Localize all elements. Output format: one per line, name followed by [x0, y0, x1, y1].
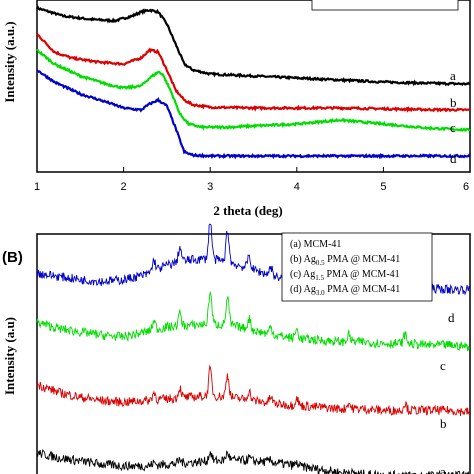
panel-b-legend-entry: (c) Ag1.5 PMA @ MCM-41	[290, 269, 400, 282]
panel-b-y-axis-label: Intensity (a.u)	[2, 317, 17, 395]
panel-a-x-axis-label: 2 theta (deg)	[213, 203, 282, 218]
panel-b-legend-entry: (b) Ag0.5 PMA @ MCM-41	[290, 254, 400, 267]
panel-a-x-tick-label: 6	[463, 181, 469, 193]
panel-a-x-tick-label: 4	[294, 181, 300, 193]
panel-a-x-tick-label: 1	[34, 181, 40, 193]
panel-b-series-label-b: b	[440, 416, 447, 431]
panel-a-x-tick-label: 3	[207, 181, 213, 193]
panel-a-series-a	[36, 5, 471, 87]
panel-a-series-label-c: c	[450, 120, 456, 135]
panel-b-legend-entry: (a) MCM-41	[290, 239, 341, 250]
panel-a-plot-frame	[36, 0, 471, 173]
panel-b-legend-entry: (d) Ag3.0 PMA @ MCM-41	[290, 284, 400, 297]
panel-b-plot-frame	[36, 233, 471, 474]
panel-b-series-label-c: c	[440, 358, 446, 373]
panel-a-x-tick-label: 2	[121, 181, 127, 193]
panel-b-series-a	[36, 448, 469, 474]
panel-b-legend-box	[281, 232, 433, 302]
panel-b-series-label-d: d	[448, 310, 455, 325]
panel-a-x-tick-label: 5	[380, 181, 386, 193]
panel-a-legend-box-edge	[311, 0, 459, 11]
panel-a-series-b	[36, 33, 471, 113]
panel-a-series-c	[36, 48, 471, 132]
panel-b-label: (B)	[2, 249, 23, 266]
panel-b-legend: (a) MCM-41 (b) Ag0.5 PMA @ MCM-41 (c) Ag1.…	[281, 232, 433, 302]
panel-a-series-label-a: a	[450, 68, 456, 83]
panel-a-y-axis-label: Intensity (a.u.)	[2, 21, 17, 102]
panel-a-series-label-b: b	[450, 95, 457, 110]
panel-b-series-c	[36, 291, 471, 352]
panel-a-series-label-d: d	[450, 151, 457, 166]
panel-b: (B) Intensity (a.u) d c b a (a) MCM-41 (b) A…	[2, 223, 471, 474]
panel-a: Intensity (a.u.) abc d 1 2 3 4 5 6 2 theta (de…	[2, 0, 471, 218]
panel-b-series-label-a: a	[440, 464, 446, 474]
panel-b-series-b	[36, 364, 470, 416]
panel-a-series-d	[36, 69, 471, 160]
